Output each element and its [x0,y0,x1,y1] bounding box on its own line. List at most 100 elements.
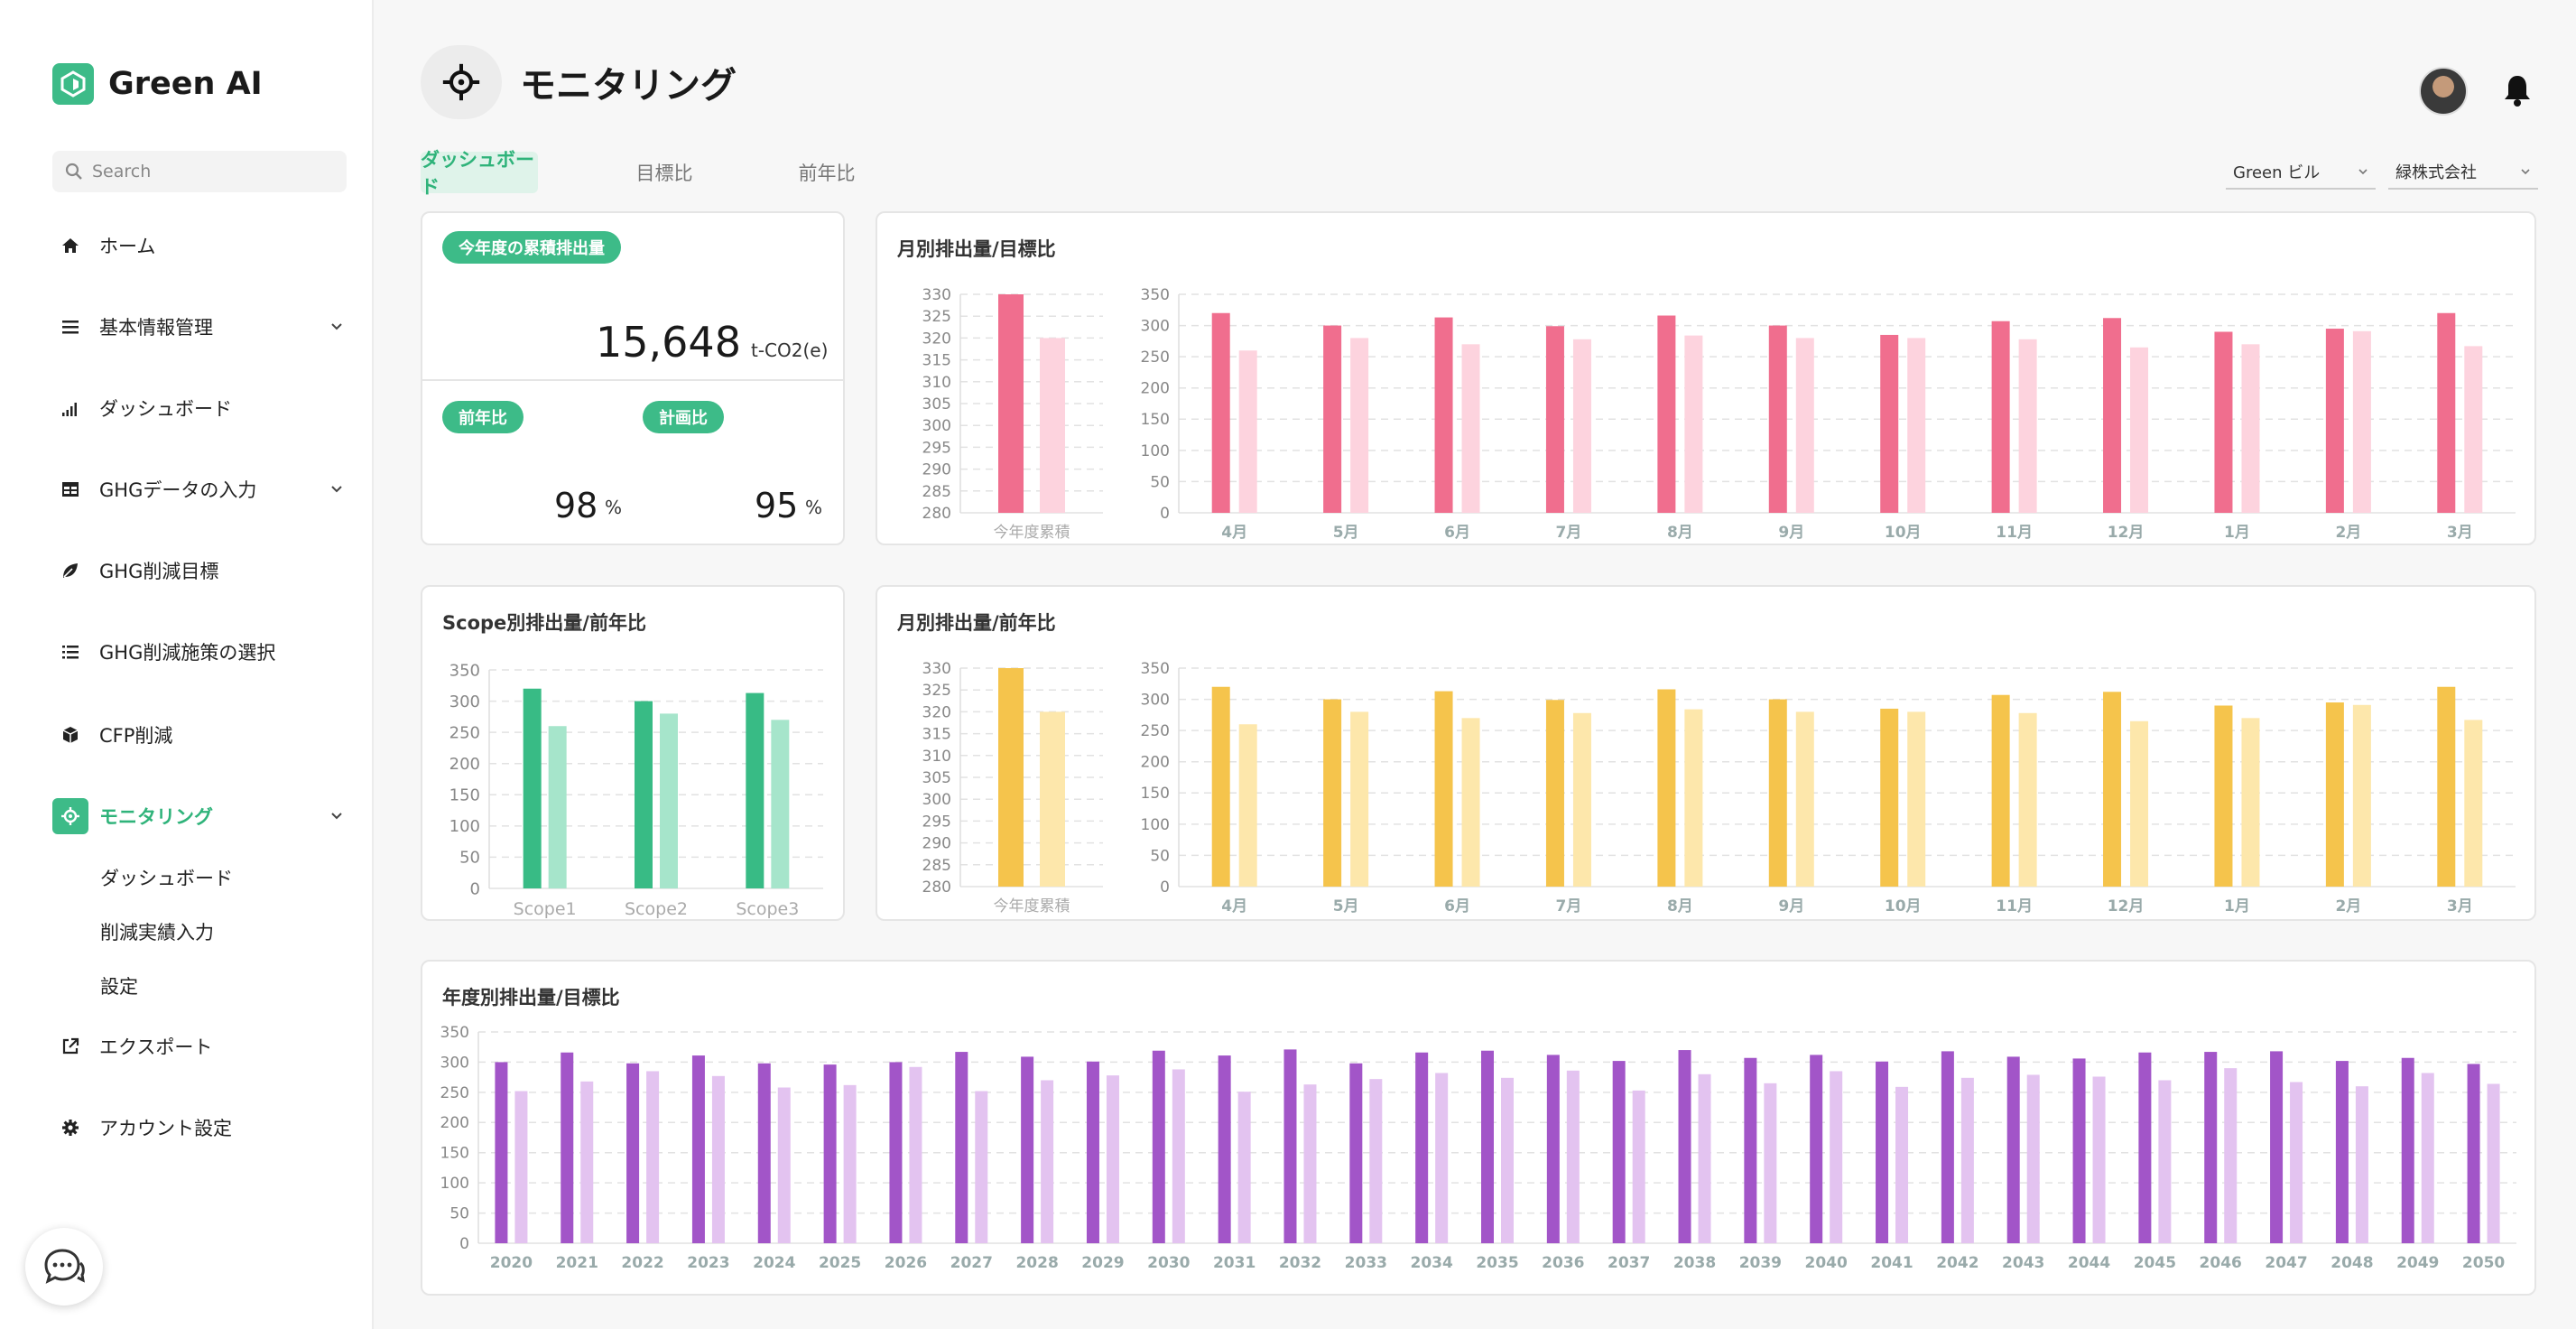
bar-actual [523,688,542,888]
x-tick-label: 2047 [2265,1254,2307,1272]
nav-item-basic-info[interactable]: 基本情報管理 [52,307,347,347]
bar-comparison [1684,709,1703,887]
bar-actual [1021,1056,1034,1243]
bar-actual [2437,312,2456,513]
bar-actual [1546,1055,1560,1243]
brand-logo-icon [52,63,94,105]
nav-item-ghg-measures[interactable]: GHG削減施策の選択 [52,632,347,672]
y-tick-label: 300 [449,692,480,711]
nav-item-label: モニタリング [99,806,213,828]
x-tick-label: 2031 [1213,1254,1256,1272]
y-tick-label: 305 [922,395,951,414]
sub-item-settings[interactable]: 設定 [100,976,138,998]
y-tick-label: 0 [1160,878,1170,897]
search-input[interactable] [92,162,327,181]
bar-actual [1218,1055,1231,1243]
x-tick-label: 3月 [2447,524,2473,542]
x-tick-label: 2042 [1936,1254,1978,1272]
plan-badge: 計画比 [643,401,724,433]
cumulative-target-chart: 280 285 290 295 300 305 310 315 320 325 330 今年度累積 [922,286,1103,542]
nav-item-label: GHG削減目標 [99,561,219,582]
x-tick-label: 7月 [1556,897,1582,915]
bar-comparison [975,1091,988,1243]
nav-item-ghg-target[interactable]: GHG削減目標 [52,551,347,590]
x-tick-label: 2048 [2330,1254,2373,1272]
nav-item-label: 基本情報管理 [99,317,213,339]
bar-actual [2437,686,2456,887]
box-icon [52,717,88,753]
avatar[interactable] [2419,67,2468,116]
cumulative-emissions-badge: 今年度の累積排出量 [442,231,621,264]
bar-actual [1349,1063,1363,1243]
tab-target-ratio[interactable]: 目標比 [635,163,693,184]
chevron-down-icon [327,806,347,826]
y-tick-label: 350 [1141,660,1170,678]
bar-actual [1152,1050,1165,1243]
yoy-value: 98 [554,486,598,525]
company-select-value: 緑株式会社 [2395,163,2477,182]
bar-comparison [909,1066,922,1243]
bar-comparison [2464,720,2483,887]
bar-comparison [1238,724,1257,887]
bar-actual [626,1063,640,1243]
nav-item-cfp[interactable]: CFP削減 [52,715,347,755]
scope-yoy-card: Scope別排出量/前年比 0 50 100 150 200 250 300 350 Scope… [421,585,845,921]
bar-comparison [711,1075,725,1243]
nav-item-home[interactable]: ホーム [52,226,347,265]
search-box[interactable] [52,151,347,192]
x-tick-label: 2037 [1608,1254,1650,1272]
x-tick-label: 2050 [2462,1254,2505,1272]
bar-comparison [771,720,790,888]
monthly-yoy-chart: 0 50 100 150 200 250 300 350 4月 5月 6月 7月 8月 9月 10月 11月 1… [1141,660,2516,915]
page-title: モニタリング [520,65,737,107]
bar-comparison [1764,1083,1777,1243]
bar-actual [1434,691,1453,887]
bar-actual [1612,1061,1626,1243]
bar-actual [495,1062,508,1243]
cumulative-emissions-unit: t-CO2(e) [751,339,829,361]
monthly-yoy-card: 月別排出量/前年比 280 285 290 295 300 305 310 315 320 325… [876,585,2536,921]
bar-comparison [2290,1082,2303,1243]
cumulative-emissions-value: 15,648 [596,318,741,367]
nav-item-export[interactable]: エクスポート [52,1027,347,1066]
nav-item-monitoring[interactable]: モニタリング [52,796,347,836]
x-tick-label: 8月 [1667,897,1693,915]
nav-item-account-settings[interactable]: アカウント設定 [52,1108,347,1148]
y-tick-label: 200 [440,1114,469,1132]
chat-button[interactable] [25,1228,103,1306]
nav-item-ghg-input[interactable]: GHGデータの入力 [52,469,347,509]
building-select[interactable]: Green ビル [2226,155,2376,190]
annual-target-card: 年度別排出量/目標比 0 50 100 150 200 250 300 350 2020 2021… [421,960,2536,1296]
brand[interactable]: Green AI [52,63,263,105]
nav-item-dashboard[interactable]: ダッシュボード [52,388,347,428]
bar-actual [2204,1052,2218,1243]
sub-item-dashboard[interactable]: ダッシュボード [100,868,233,889]
bar-comparison [514,1091,528,1243]
bar-actual [1991,321,2010,513]
bar-comparison [660,713,678,888]
y-tick-label: 350 [440,1024,469,1042]
bell-icon[interactable] [2502,72,2533,108]
bar-actual [998,294,1024,513]
tab-dashboard[interactable]: ダッシュボード [421,149,538,198]
x-tick-label: 2022 [621,1254,663,1272]
x-tick-label: 2027 [950,1254,993,1272]
bar-actual [889,1062,903,1243]
chevron-down-icon [327,479,347,499]
y-tick-label: 250 [1141,349,1170,367]
bar-comparison [1566,1070,1580,1243]
company-select[interactable]: 緑株式会社 [2388,155,2538,190]
bar-actual [1545,700,1564,887]
sub-item-reduction-input[interactable]: 削減実績入力 [100,922,214,943]
y-tick-label: 280 [922,878,951,897]
plan-percent: % [805,497,823,518]
tab-yoy[interactable]: 前年比 [798,163,856,184]
bar-comparison [2130,347,2149,513]
y-tick-label: 300 [1141,692,1170,710]
bar-actual [1323,699,1342,887]
x-tick-label: 5月 [1333,524,1359,542]
bar-comparison [777,1087,791,1243]
bar-actual [1545,326,1564,513]
x-tick-label: 2020 [490,1254,533,1272]
y-tick-label: 310 [922,748,951,766]
